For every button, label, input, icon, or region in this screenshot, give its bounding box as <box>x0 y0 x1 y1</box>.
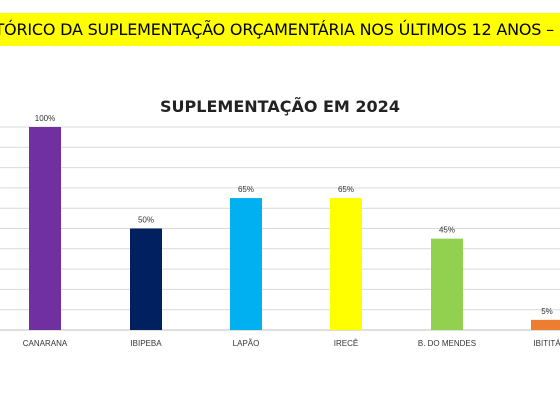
bar-5 <box>431 238 463 330</box>
bar-4 <box>330 198 362 330</box>
category-label-3: LAPÃO <box>233 339 260 348</box>
data-label-4: 65% <box>338 185 354 194</box>
bar-3 <box>230 198 262 330</box>
grid-lines <box>0 126 560 331</box>
data-label-6: 5% <box>541 307 553 316</box>
chart-title: SUPLEMENTAÇÃO EM 2024 <box>160 97 400 116</box>
data-label-1: 100% <box>35 114 55 123</box>
category-label-6: IBITITÁ <box>533 339 560 348</box>
category-label-4: IRECÊ <box>334 339 358 348</box>
bars <box>29 127 560 330</box>
banner-title: ISTÓRICO DA SUPLEMENTAÇÃO ORÇAMENTÁRIA N… <box>0 20 560 39</box>
title-banner: ISTÓRICO DA SUPLEMENTAÇÃO ORÇAMENTÁRIA N… <box>0 13 560 46</box>
bar-2 <box>130 228 162 330</box>
category-label-2: IBIPEBA <box>130 339 162 348</box>
data-label-2: 50% <box>138 216 154 225</box>
category-tick-labels: CANARANA IBIPEBA LAPÃO IRECÊ B. DO MENDES IBI… <box>23 339 560 348</box>
bar-1 <box>29 127 61 330</box>
bar-6 <box>531 319 560 330</box>
category-label-5: B. DO MENDES <box>418 339 476 348</box>
data-label-3: 65% <box>238 185 254 194</box>
data-label-5: 45% <box>439 226 455 235</box>
category-label-1: CANARANA <box>23 339 68 348</box>
data-labels: 100% 50% 65% 65% 45% 5% <box>35 114 553 316</box>
